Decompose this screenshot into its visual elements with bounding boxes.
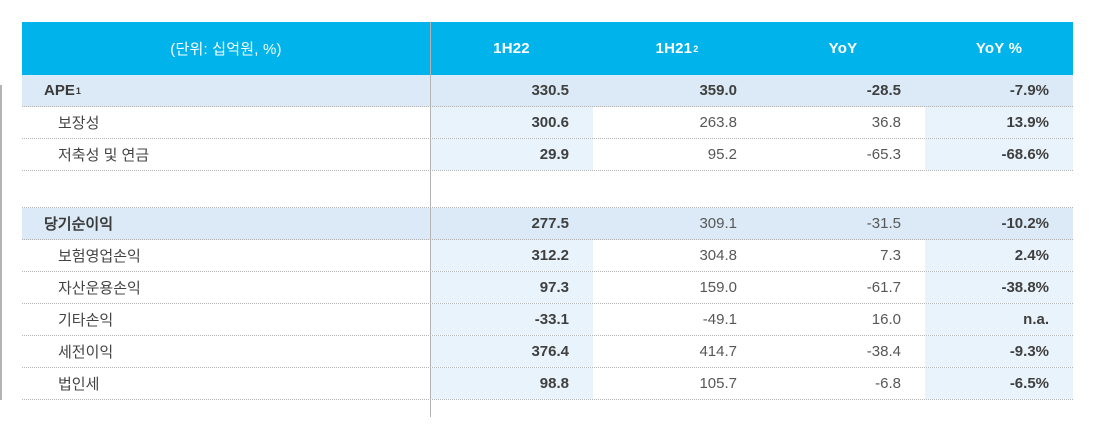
row-label: 자산운용손익 [58, 280, 141, 297]
cell-value: -61.7 [866, 279, 901, 296]
cell-value: 97.3 [430, 272, 593, 303]
cell-value: -38.8% [925, 272, 1073, 303]
table-row: 자산운용손익 97.3 159.0 -61.7 -38.8% [22, 272, 1073, 304]
cell-value: -33.1 [430, 304, 593, 335]
table-row: 보장성 300.6 263.8 36.8 13.9% [22, 107, 1073, 139]
cell-value: -49.1 [702, 311, 737, 328]
cell-value: 330.5 [531, 82, 569, 99]
cell-value: 312.2 [430, 240, 593, 271]
cell-value: 277.5 [531, 215, 569, 232]
row-label: 법인세 [58, 376, 100, 393]
spacer-row [22, 171, 1073, 208]
cell-value: -6.5% [925, 368, 1073, 399]
cell-value: -65.3 [866, 146, 901, 163]
row-label: 보장성 [58, 115, 100, 132]
cell-value: -7.9% [1009, 82, 1049, 99]
unit-label: (단위: 십억원, %) [170, 41, 282, 58]
cell-value: -68.6% [925, 139, 1073, 170]
cell-value: -9.3% [925, 336, 1073, 367]
cell-value: 16.0 [871, 311, 901, 328]
row-label: 기타손익 [58, 312, 114, 329]
cell-value: 159.0 [699, 279, 737, 296]
table-row: APE 1 330.5 359.0 -28.5 -7.9% [22, 75, 1073, 107]
table-row: 당기순이익 277.5 309.1 -31.5 -10.2% [22, 208, 1073, 240]
cell-value: 263.8 [699, 114, 737, 131]
cell-value: n.a. [925, 304, 1073, 335]
row-label: 세전이익 [58, 344, 114, 361]
table-header-row: (단위: 십억원, %) 1H22 1H21 2 YoY YoY % [22, 22, 1073, 75]
cell-value: -31.5 [866, 215, 901, 232]
cell-value: -28.5 [866, 82, 901, 99]
row-label: 당기순이익 [44, 216, 114, 233]
cell-value: -6.8 [875, 375, 901, 392]
cell-value: 13.9% [925, 107, 1073, 138]
table-row: 보험영업손익 312.2 304.8 7.3 2.4% [22, 240, 1073, 272]
row-label: 보험영업손익 [58, 248, 141, 265]
column-divider-line [430, 22, 431, 417]
cell-value: 36.8 [871, 114, 901, 131]
cell-value: 300.6 [430, 107, 593, 138]
row-label: APE 1 [44, 82, 81, 99]
table-body: APE 1 330.5 359.0 -28.5 -7.9% 보장성 300.6 263.8 36.… [22, 75, 1073, 400]
cell-value: 414.7 [699, 343, 737, 360]
cell-value: -38.4 [866, 343, 901, 360]
column-header-yoy: YoY % [975, 40, 1023, 57]
row-label: 저축성 및 연금 [58, 147, 150, 164]
cell-value: 29.9 [430, 139, 593, 170]
table-row: 기타손익 -33.1 -49.1 16.0 n.a. [22, 304, 1073, 336]
cell-value: 309.1 [699, 215, 737, 232]
cell-value: 376.4 [430, 336, 593, 367]
financial-results-table: (단위: 십억원, %) 1H22 1H21 2 YoY YoY % APE 1 330.5… [22, 22, 1073, 417]
cell-value: 304.8 [699, 247, 737, 264]
cell-value: 7.3 [880, 247, 901, 264]
cell-value: 98.8 [430, 368, 593, 399]
cell-value: 2.4% [925, 240, 1073, 271]
column-header-yoy: YoY [828, 40, 858, 57]
column-header-1h22: 1H22 [493, 40, 530, 57]
column-header-1h21: 1H21 2 [655, 40, 699, 57]
table-row: 저축성 및 연금 29.9 95.2 -65.3 -68.6% [22, 139, 1073, 171]
table-row: 세전이익 376.4 414.7 -38.4 -9.3% [22, 336, 1073, 368]
cell-value: -10.2% [1001, 215, 1049, 232]
table-row: 법인세 98.8 105.7 -6.8 -6.5% [22, 368, 1073, 400]
cell-value: 105.7 [699, 375, 737, 392]
cell-value: 359.0 [699, 82, 737, 99]
page-edge-line [0, 85, 2, 400]
cell-value: 95.2 [707, 146, 737, 163]
